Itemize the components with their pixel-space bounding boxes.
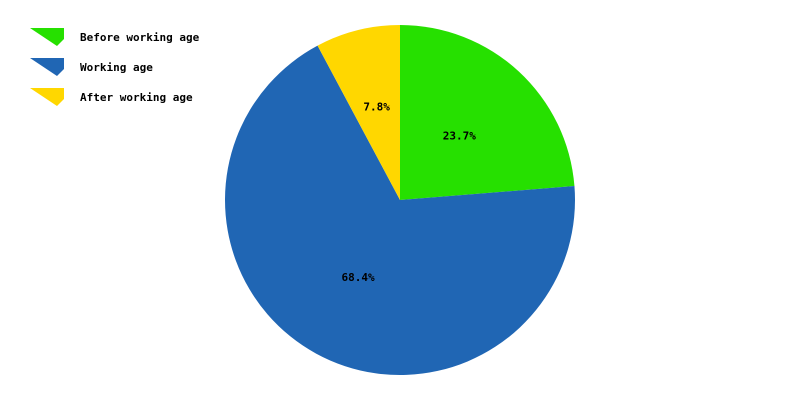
legend-swatch-working-age <box>30 58 64 76</box>
pie-slice-after-working-age <box>317 25 400 200</box>
pie-slice-before-working-age <box>400 25 575 200</box>
legend-item-before-working-age: Before working age <box>30 28 200 46</box>
legend-label-before-working-age: Before working age <box>80 31 200 44</box>
pie-slices <box>225 25 576 375</box>
legend-item-after-working-age: After working age <box>30 88 193 106</box>
legend-label-working-age: Working age <box>80 61 153 74</box>
slice-labels: 23.7% 68.4% 7.8% <box>341 101 476 284</box>
slice-label-working-age: 68.4% <box>341 271 374 284</box>
slice-label-before-working-age: 23.7% <box>443 130 476 143</box>
legend-label-after-working-age: After working age <box>80 91 193 104</box>
legend-item-working-age: Working age <box>30 58 153 76</box>
legend: Before working age Working age After worki… <box>30 28 200 106</box>
pie-slice-working-age <box>225 45 576 375</box>
slice-label-after-working-age: 7.8% <box>363 101 390 114</box>
legend-swatch-after-working-age <box>30 88 64 106</box>
legend-swatch-before-working-age <box>30 28 64 46</box>
